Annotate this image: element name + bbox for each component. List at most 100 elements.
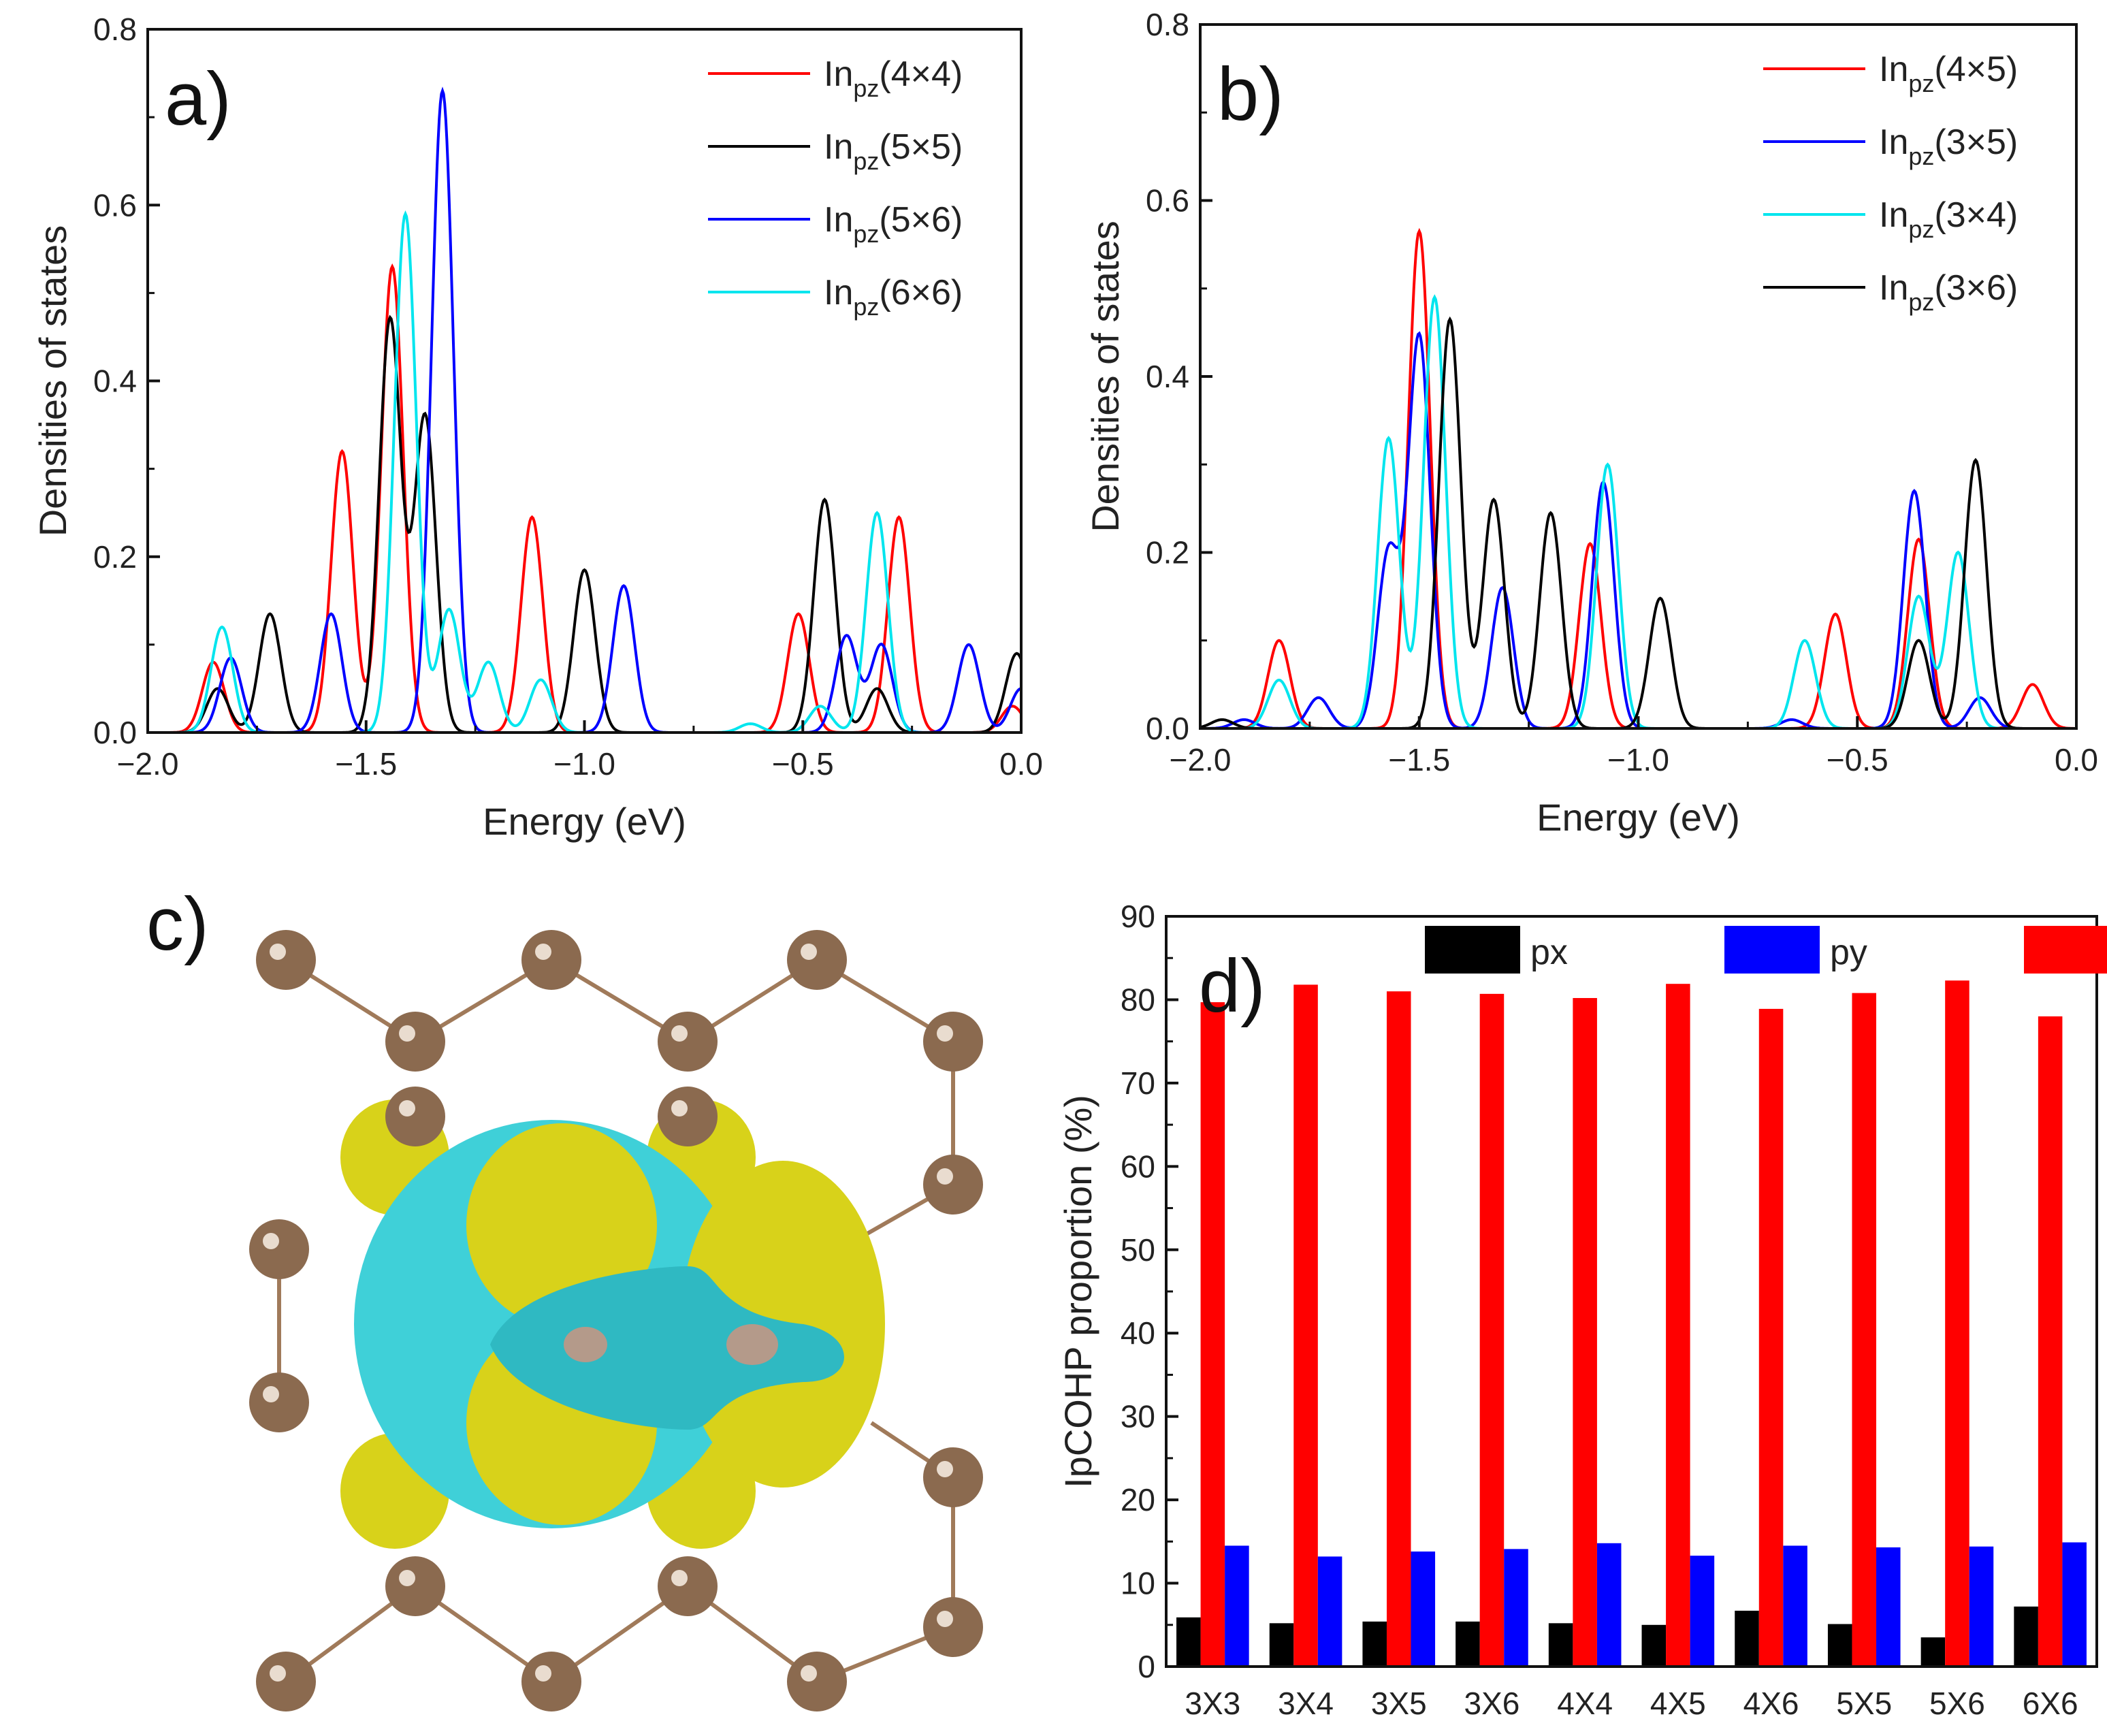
bar-px [1827,1624,1852,1667]
series-line-1 [1200,331,2076,730]
bar-py [1969,1546,1994,1667]
y-tick-label: 0.8 [1146,7,1189,42]
series-line-2 [1200,294,2076,730]
x-axis-label: Energy (eV) [1537,796,1740,839]
y-tick-label: 0.8 [93,12,137,47]
legend-label: Inpz(3×4) [1879,195,2018,243]
y-tick-label: 0.6 [93,187,137,223]
bar-px [1735,1610,1759,1667]
x-tick-label: 4X5 [1650,1686,1706,1721]
atom-highlight [801,944,817,960]
carbon-atom [658,1087,718,1146]
y-axis-label: Densities of states [1084,221,1127,532]
atom-highlight [399,1025,415,1042]
panel-c-label: c) [146,882,209,966]
in-atom [726,1324,778,1365]
y-tick-label: 40 [1121,1315,1155,1351]
y-tick-label: 60 [1121,1148,1155,1184]
x-tick-label: 6X6 [2023,1686,2078,1721]
legend-label-py: py [1830,933,1867,972]
y-tick-label: 80 [1121,982,1155,1017]
bar-py [1783,1545,1807,1667]
y-tick-label: 30 [1121,1399,1155,1434]
series-line-3 [1200,316,2076,730]
carbon-atom [256,1652,316,1711]
x-tick-label: −1.5 [1388,742,1450,777]
bar-px [1548,1623,1573,1667]
legend-swatch-pz [2024,926,2107,974]
x-tick-label: 3X5 [1371,1686,1427,1721]
panel-c-charge-density-render: c) [146,882,983,1711]
carbon-atom [658,1012,718,1072]
panel-b-dos-chart: −2.0 −1.5 −1.0 −0.5 0.0 0.0 0.2 0.4 0.6 0.8 Energy… [1084,7,2098,839]
atom-highlight [270,1665,286,1682]
panel-a-dos-chart: −2.0 −1.5 −1.0 −0.5 0.0 0.0 0.2 0.4 0.6 0.8 Energy… [31,12,1043,843]
panel-d-bar-chart: 3X3 3X4 3X5 3X6 4X4 4X5 4X6 5X5 5X6 6X6 0 10 20 30 40 5… [1057,899,2107,1721]
carbon-atom [923,1012,983,1072]
atom-highlight [399,1570,415,1586]
bar-py [1876,1547,1901,1667]
y-tick-label: 10 [1121,1566,1155,1601]
x-tick-label: −2.0 [1170,742,1232,777]
x-tick-label: 5X5 [1836,1686,1892,1721]
y-tick-label: 0.0 [93,715,137,750]
carbon-atom [385,1556,445,1616]
y-axis-label: IpCOHP proportion (%) [1057,1095,1099,1488]
carbon-atom [923,1597,983,1657]
legend-label: Inpz(3×5) [1879,123,2018,170]
y-tick-label: 50 [1121,1232,1155,1268]
atom-highlight [263,1233,279,1249]
x-tick-label: 3X4 [1278,1686,1334,1721]
bar-py [1411,1552,1436,1667]
x-tick-label: −0.5 [1827,742,1888,777]
bar-px [1641,1624,1667,1667]
x-tick-label: 4X6 [1743,1686,1799,1721]
y-tick-label: 0.4 [93,364,137,399]
atom-highlight [263,1386,279,1402]
atom-highlight [671,1570,688,1586]
series-line-1 [148,315,1023,734]
x-tick-label: 0.0 [999,746,1043,782]
bar-pz [1852,993,1877,1667]
carbon-atom [385,1087,445,1146]
atom-highlight [937,1461,953,1477]
x-tick-label: −2.0 [117,746,179,782]
orbital-lobe-cyan-inner [490,1266,844,1430]
legend-label: Inpz(5×5) [824,127,963,175]
legend-label: Inpz(3×6) [1879,268,2018,316]
carbon-atom [385,1012,445,1072]
x-tick-label: 3X6 [1464,1686,1520,1721]
atom-highlight [671,1100,688,1116]
atom-highlight [937,1168,953,1185]
carbon-atom [521,1652,581,1711]
bar-pz [1479,993,1505,1667]
y-tick-label: 0 [1138,1649,1155,1684]
bar-pz [1945,980,1969,1667]
bar-py [1596,1543,1622,1667]
bar-pz [1758,1008,1784,1667]
x-tick-label: −1.5 [335,746,397,782]
atom-highlight [270,944,286,960]
carbon-atom [249,1219,309,1279]
x-tick-label: −0.5 [772,746,834,782]
y-tick-label: 0.2 [1146,535,1189,570]
atom-highlight [937,1025,953,1042]
legend-label: Inpz(4×4) [824,54,963,102]
carbon-atom [256,930,316,990]
bar-pz [2038,1016,2063,1667]
x-tick-label: 4X4 [1557,1686,1613,1721]
x-tick-label: −1.0 [553,746,615,782]
bar-pz [1386,991,1411,1667]
y-tick-label: 70 [1121,1065,1155,1101]
x-tick-label: 0.0 [2055,742,2098,777]
panel-label: b) [1217,52,1284,136]
y-tick-label: 0.2 [93,539,137,575]
y-tick-label: 0.4 [1146,359,1189,394]
atom-highlight [399,1100,415,1116]
panel-label: a) [165,57,231,141]
bar-pz [1293,984,1318,1667]
y-axis-label: Densities of states [31,225,74,537]
legend-label: Inpz(5×6) [824,200,963,248]
bar-py [1317,1556,1342,1667]
